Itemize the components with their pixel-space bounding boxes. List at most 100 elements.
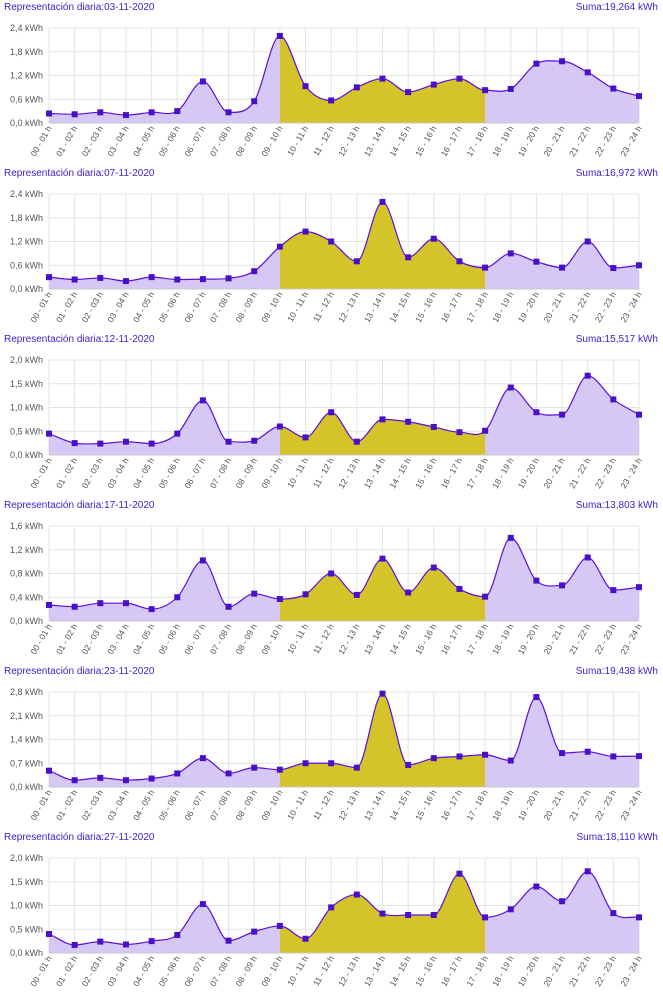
x-tick-label: 07 - 08 h: [208, 290, 234, 324]
x-tick-label: 07 - 08 h: [208, 456, 234, 490]
data-point: [636, 93, 642, 100]
y-tick-label: 1,6 kWh: [10, 521, 43, 531]
y-tick-label: 0,0 kWh: [10, 450, 43, 460]
data-point: [148, 109, 155, 116]
data-point: [276, 766, 283, 773]
data-point: [353, 764, 360, 771]
x-tick-label: 11 - 12 h: [311, 622, 336, 656]
data-point: [199, 557, 206, 564]
x-tick-label: 13 - 14 h: [362, 456, 388, 490]
data-point: [559, 58, 566, 65]
data-point: [302, 228, 309, 235]
data-point: [174, 276, 181, 283]
x-tick-label: 08 - 09 h: [234, 124, 260, 158]
y-tick-label: 2,1 kWh: [10, 711, 43, 721]
chart-sum-value: 15,517 kWh: [604, 334, 658, 345]
data-point: [328, 238, 335, 245]
data-point: [174, 430, 181, 437]
data-point: [456, 753, 463, 760]
x-tick-label: 19 - 20 h: [516, 788, 542, 822]
data-point: [328, 760, 335, 767]
y-tick-label: 0,6 kWh: [10, 94, 43, 104]
chart-sum-prefix: Suma:: [575, 168, 605, 179]
chart-title: Representación diaria:23-11-2020: [4, 666, 154, 677]
data-point: [71, 276, 78, 283]
x-tick-label: 11 - 12 h: [311, 290, 336, 324]
data-point: [199, 78, 206, 85]
y-tick-label: 2,0 kWh: [10, 853, 43, 863]
daily-chart-panel: Representación diaria:23-11-2020 Suma:19,…: [0, 664, 663, 830]
x-tick-label: 17 - 18 h: [464, 124, 490, 158]
chart-plot: 0,0 kWh 0,6 kWh 1,2 kWh 1,8 kWh 2,4 kWh 00 - …: [10, 189, 644, 324]
data-point: [148, 274, 155, 281]
x-tick-label: 02 - 03 h: [80, 954, 106, 988]
x-tick-label: 14 - 15 h: [387, 622, 413, 656]
data-point: [507, 534, 514, 541]
x-tick-label: 00 - 01 h: [28, 954, 54, 988]
data-point: [610, 85, 617, 92]
data-point: [507, 250, 514, 257]
x-tick-label: 18 - 19 h: [490, 788, 516, 822]
x-tick-label: 15 - 16 h: [413, 788, 439, 822]
data-point: [97, 440, 104, 447]
data-point: [533, 258, 540, 265]
data-point: [636, 411, 642, 418]
x-tick-label: 11 - 12 h: [311, 456, 336, 490]
chart-header: Representación diaria:27-11-2020 Suma:18,…: [0, 830, 663, 846]
x-tick-label: 09 - 10 h: [259, 622, 285, 656]
data-point: [276, 32, 283, 39]
x-tick-label: 23 - 24 h: [618, 456, 644, 490]
data-point: [507, 906, 514, 913]
y-tick-label: 0,7 kWh: [10, 758, 43, 768]
data-point: [199, 397, 206, 404]
data-point: [430, 912, 437, 918]
x-tick-label: 02 - 03 h: [80, 622, 106, 656]
data-point: [482, 87, 489, 94]
data-point: [71, 777, 78, 784]
x-tick-label: 05 - 06 h: [157, 622, 183, 656]
data-point: [379, 198, 386, 205]
chart-title: Representación diaria:12-11-2020: [4, 334, 154, 345]
x-tick-label: 16 - 17 h: [439, 788, 465, 822]
area-fill: [49, 693, 639, 787]
data-point: [456, 870, 463, 877]
x-tick-label: 07 - 08 h: [208, 788, 234, 822]
x-tick-label: 23 - 24 h: [618, 954, 644, 988]
chart-sum: Suma:19,438 kWh: [576, 666, 658, 677]
x-tick-label: 13 - 14 h: [362, 788, 388, 822]
data-point: [405, 912, 412, 918]
x-tick-label: 03 - 04 h: [105, 954, 131, 988]
x-tick-label: 23 - 24 h: [618, 622, 644, 656]
x-tick-label: 06 - 07 h: [182, 954, 208, 988]
data-point: [199, 276, 206, 283]
y-tick-label: 0,5 kWh: [10, 426, 43, 436]
x-tick-label: 13 - 14 h: [362, 622, 388, 656]
chart-sum-prefix: Suma:: [575, 500, 605, 511]
data-point: [302, 591, 309, 598]
x-tick-label: 22 - 23 h: [593, 954, 619, 988]
data-point: [482, 593, 489, 600]
data-point: [276, 596, 283, 603]
data-point: [71, 941, 78, 948]
data-point: [430, 235, 437, 242]
x-tick-label: 21 - 22 h: [567, 954, 593, 988]
y-tick-label: 1,2 kWh: [10, 545, 43, 555]
x-tick-label: 18 - 19 h: [490, 622, 516, 656]
data-point: [379, 416, 386, 423]
x-tick-label: 08 - 09 h: [234, 290, 260, 324]
y-tick-label: 0,0 kWh: [10, 782, 43, 792]
x-tick-label: 03 - 04 h: [105, 622, 131, 656]
x-tick-label: 10 - 11 h: [285, 954, 310, 988]
x-tick-label: 02 - 03 h: [80, 788, 106, 822]
x-tick-label: 14 - 15 h: [387, 456, 413, 490]
x-tick-label: 13 - 14 h: [362, 290, 388, 324]
data-point: [71, 603, 78, 610]
data-point: [302, 760, 309, 767]
x-tick-label: 18 - 19 h: [490, 456, 516, 490]
data-point: [482, 751, 489, 758]
data-point: [46, 601, 52, 608]
x-tick-label: 20 - 21 h: [541, 954, 567, 988]
y-tick-label: 1,5 kWh: [10, 877, 43, 887]
data-point: [430, 81, 437, 88]
